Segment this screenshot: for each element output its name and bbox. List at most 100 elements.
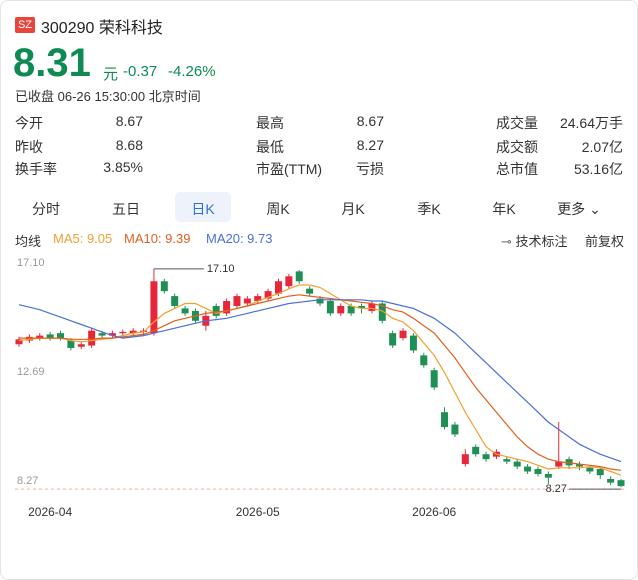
candle-body: [212, 305, 220, 316]
candle-body: [389, 333, 397, 346]
stat-value: 53.16亿: [573, 161, 623, 177]
candle-body: [46, 334, 54, 339]
candle-body: [67, 340, 75, 348]
candle-body: [233, 296, 241, 306]
candle-body: [98, 333, 106, 336]
x-tick-label: 2026-05: [236, 505, 280, 519]
candle-body: [36, 335, 44, 339]
candle-body: [119, 331, 127, 334]
tab[interactable]: 五日: [112, 201, 140, 217]
candle-body: [223, 301, 231, 314]
candle-body: [150, 281, 158, 334]
candle-body: [420, 355, 428, 366]
adjust[interactable]: 前复权: [585, 234, 625, 249]
candle-body: [129, 330, 137, 334]
low-marker-label: 8.27: [546, 483, 567, 495]
y-tick-label: 8.27: [17, 475, 38, 487]
candle-body: [451, 424, 459, 435]
candle-body: [565, 459, 573, 466]
candle-body: [430, 370, 438, 388]
stat-value: 8.67: [356, 113, 384, 129]
candle-body: [409, 335, 417, 351]
stat-label: 最低: [256, 139, 284, 155]
stock-name: 300290 荣科科技: [41, 20, 163, 37]
chart: 17.10 12.69 8.27 2026-04 2026-05 2026-06 17.10…: [15, 257, 627, 519]
change: -0.37: [123, 63, 158, 80]
candle-body: [326, 301, 334, 314]
stat-value: 24.64万手: [559, 115, 623, 131]
tech-mark[interactable]: ⊸ 技术标注: [501, 234, 568, 249]
stat-label: 昨收: [15, 139, 43, 155]
tech-text: 技术标注: [515, 234, 568, 249]
candle-body: [441, 412, 449, 428]
tab[interactable]: 年K: [492, 201, 516, 217]
candle-body: [347, 305, 355, 314]
candle-body: [524, 466, 532, 472]
candle-body: [316, 298, 324, 304]
stat-label: 总市值: [496, 161, 538, 177]
legend-entry: MA10: 9.39: [124, 231, 191, 246]
tab[interactable]: 月K: [341, 201, 365, 217]
x-tick-label: 2026-04: [28, 505, 72, 519]
candle-body: [108, 333, 116, 336]
price: 8.31: [13, 41, 91, 85]
candle-body: [513, 461, 521, 467]
tab[interactable]: 分时: [32, 201, 60, 217]
candle-body: [264, 291, 272, 299]
candle-body: [596, 469, 604, 476]
candle-body: [544, 473, 552, 478]
tab[interactable]: 周K: [266, 201, 290, 217]
price-unit: 元: [103, 66, 119, 83]
legend-entry: MA20: 9.73: [206, 231, 273, 246]
ma-line: [19, 294, 622, 471]
candle-body: [617, 480, 625, 487]
candle-body: [337, 305, 345, 314]
candle-body: [181, 308, 189, 314]
stat-value: 亏损: [356, 161, 384, 177]
candle-body: [57, 333, 65, 339]
candle-body: [274, 281, 282, 294]
candle-body: [15, 339, 23, 345]
y-tick-label: 12.69: [17, 366, 45, 378]
chevron: ⌄: [585, 201, 601, 217]
candle-body: [295, 271, 303, 282]
candle-body: [607, 478, 615, 483]
candle-body: [88, 330, 96, 346]
stat-label: 最高: [256, 115, 284, 131]
candle-body: [534, 469, 542, 474]
ma-line: [18, 299, 622, 463]
high-marker-label: 17.10: [207, 263, 235, 275]
candle-body: [358, 305, 366, 309]
candle-body: [306, 288, 314, 294]
x-tick-label: 2026-06: [412, 505, 456, 519]
candle-body: [285, 276, 293, 287]
tab-highlight: [175, 192, 231, 222]
y-tick-label: 17.10: [17, 257, 45, 269]
stat-value: 2.07亿: [581, 139, 623, 155]
status: 已收盘 06-26 15:30:00 北京时间: [15, 89, 201, 104]
tab[interactable]: 日K: [191, 201, 215, 217]
stat-label: 换手率: [15, 161, 57, 177]
candle-body: [586, 467, 594, 472]
candle-body: [77, 344, 85, 347]
candle-body: [171, 296, 179, 306]
legend-entry: MA5: 9.05: [53, 231, 113, 246]
ma-line: [18, 284, 622, 476]
candle-body: [503, 459, 511, 462]
candle-body: [399, 330, 407, 339]
stat-value: 8.68: [115, 137, 143, 153]
candle-body: [160, 281, 168, 292]
indicator-label: 均线: [15, 234, 42, 249]
stat-label: 成交额: [496, 139, 538, 155]
market-badge: SZ: [15, 17, 35, 33]
stat-value: 3.85%: [103, 159, 143, 175]
tab[interactable]: 季K: [417, 201, 441, 217]
stat-label: 市盈(TTM): [256, 161, 323, 177]
candle-body: [254, 296, 262, 302]
tab[interactable]: 更多 ⌄: [557, 201, 601, 217]
candle-body: [243, 298, 251, 304]
candle-body: [378, 303, 386, 321]
stat-label: 成交量: [496, 115, 538, 131]
candle-body: [482, 454, 490, 460]
